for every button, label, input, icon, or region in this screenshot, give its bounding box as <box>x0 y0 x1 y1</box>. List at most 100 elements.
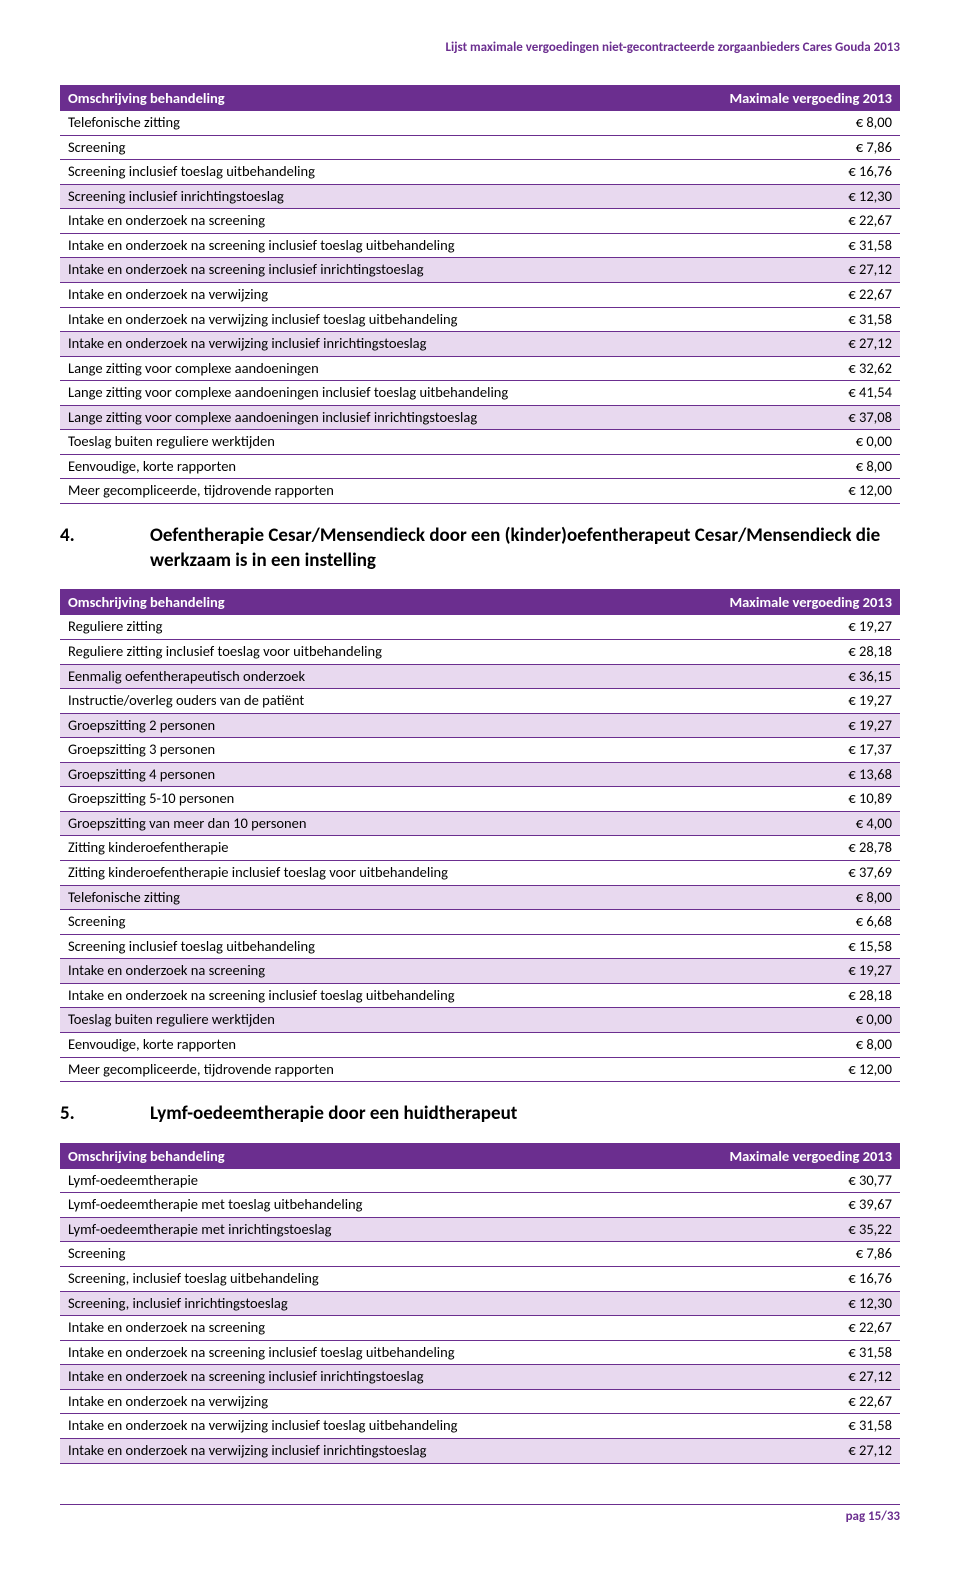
table-row: Meer gecompliceerde, tijdrovende rapport… <box>60 479 900 504</box>
cell-desc: Intake en onderzoek na screening <box>60 959 642 984</box>
cell-desc: Eenmalig oefentherapeutisch onderzoek <box>60 664 642 689</box>
table-row: Groepszitting 2 personen€ 19,27 <box>60 713 900 738</box>
cell-amount: € 30,77 <box>643 1169 900 1193</box>
cell-desc: Intake en onderzoek na screening inclusi… <box>60 1365 643 1390</box>
table-row: Instructie/overleg ouders van de patiënt… <box>60 689 900 714</box>
col-amount: Maximale vergoeding 2013 <box>643 1143 900 1169</box>
cell-desc: Screening <box>60 135 664 160</box>
cell-desc: Lange zitting voor complexe aandoeningen… <box>60 381 664 406</box>
cell-desc: Screening, inclusief toeslag uitbehandel… <box>60 1267 643 1292</box>
col-desc: Omschrijving behandeling <box>60 589 642 615</box>
cell-desc: Screening <box>60 1242 643 1267</box>
cell-amount: € 28,18 <box>642 639 900 664</box>
cell-desc: Lymf-oedeemtherapie met toeslag uitbehan… <box>60 1193 643 1218</box>
cell-amount: € 0,00 <box>642 1008 900 1033</box>
table-row: Telefonische zitting€ 8,00 <box>60 885 900 910</box>
table-row: Intake en onderzoek na verwijzing inclus… <box>60 332 900 357</box>
cell-desc: Screening inclusief toeslag uitbehandeli… <box>60 160 664 185</box>
cell-desc: Intake en onderzoek na verwijzing <box>60 1389 643 1414</box>
cell-amount: € 8,00 <box>664 111 900 135</box>
cell-desc: Screening inclusief toeslag uitbehandeli… <box>60 934 642 959</box>
cell-amount: € 19,27 <box>642 615 900 639</box>
table-row: Lymf-oedeemtherapie€ 30,77 <box>60 1169 900 1193</box>
cell-amount: € 22,67 <box>664 209 900 234</box>
cell-desc: Zitting kinderoefentherapie inclusief to… <box>60 861 642 886</box>
cell-desc: Intake en onderzoek na verwijzing inclus… <box>60 307 664 332</box>
cell-amount: € 7,86 <box>643 1242 900 1267</box>
col-desc: Omschrijving behandeling <box>60 1143 643 1169</box>
table-row: Eenvoudige, korte rapporten€ 8,00 <box>60 454 900 479</box>
cell-amount: € 8,00 <box>642 1032 900 1057</box>
cell-amount: € 0,00 <box>664 430 900 455</box>
cell-desc: Screening <box>60 910 642 935</box>
cell-desc: Telefonische zitting <box>60 111 664 135</box>
cell-amount: € 37,08 <box>664 405 900 430</box>
table-row: Groepszitting 4 personen€ 13,68 <box>60 762 900 787</box>
cell-desc: Intake en onderzoek na screening inclusi… <box>60 258 664 283</box>
table-row: Intake en onderzoek na screening€ 19,27 <box>60 959 900 984</box>
table-row: Eenvoudige, korte rapporten€ 8,00 <box>60 1032 900 1057</box>
section-title: Lymf-oedeemtherapie door een huidtherape… <box>150 1102 517 1127</box>
cell-amount: € 12,00 <box>664 479 900 504</box>
cell-amount: € 39,67 <box>643 1193 900 1218</box>
table-row: Reguliere zitting€ 19,27 <box>60 615 900 639</box>
table-row: Intake en onderzoek na screening€ 22,67 <box>60 1316 900 1341</box>
table-row: Intake en onderzoek na verwijzing inclus… <box>60 1414 900 1439</box>
cell-amount: € 31,58 <box>664 233 900 258</box>
cell-desc: Intake en onderzoek na screening inclusi… <box>60 1340 643 1365</box>
table-2: Omschrijving behandeling Maximale vergoe… <box>60 589 900 1082</box>
table-row: Intake en onderzoek na verwijzing€ 22,67 <box>60 1389 900 1414</box>
table-1: Omschrijving behandeling Maximale vergoe… <box>60 85 900 504</box>
table-row: Lange zitting voor complexe aandoeningen… <box>60 381 900 406</box>
table-row: Intake en onderzoek na screening inclusi… <box>60 983 900 1008</box>
cell-amount: € 12,30 <box>643 1291 900 1316</box>
cell-amount: € 27,12 <box>643 1438 900 1463</box>
cell-amount: € 27,12 <box>664 332 900 357</box>
cell-desc: Meer gecompliceerde, tijdrovende rapport… <box>60 1057 642 1082</box>
cell-desc: Intake en onderzoek na verwijzing inclus… <box>60 332 664 357</box>
table-row: Meer gecompliceerde, tijdrovende rapport… <box>60 1057 900 1082</box>
table-row: Zitting kinderoefentherapie inclusief to… <box>60 861 900 886</box>
table-row: Intake en onderzoek na verwijzing inclus… <box>60 1438 900 1463</box>
table-row: Groepszitting 5-10 personen€ 10,89 <box>60 787 900 812</box>
cell-amount: € 31,58 <box>643 1340 900 1365</box>
col-amount: Maximale vergoeding 2013 <box>664 85 900 111</box>
cell-desc: Intake en onderzoek na screening inclusi… <box>60 983 642 1008</box>
cell-amount: € 10,89 <box>642 787 900 812</box>
cell-amount: € 13,68 <box>642 762 900 787</box>
table-row: Eenmalig oefentherapeutisch onderzoek€ 3… <box>60 664 900 689</box>
table-row: Screening inclusief toeslag uitbehandeli… <box>60 160 900 185</box>
cell-amount: € 32,62 <box>664 356 900 381</box>
cell-desc: Intake en onderzoek na verwijzing inclus… <box>60 1414 643 1439</box>
cell-amount: € 15,58 <box>642 934 900 959</box>
table-row: Screening€ 7,86 <box>60 1242 900 1267</box>
cell-amount: € 37,69 <box>642 861 900 886</box>
cell-desc: Groepszitting 5-10 personen <box>60 787 642 812</box>
table-row: Intake en onderzoek na screening inclusi… <box>60 1365 900 1390</box>
cell-desc: Groepszitting 4 personen <box>60 762 642 787</box>
col-amount: Maximale vergoeding 2013 <box>642 589 900 615</box>
cell-amount: € 12,00 <box>642 1057 900 1082</box>
col-desc: Omschrijving behandeling <box>60 85 664 111</box>
cell-amount: € 8,00 <box>664 454 900 479</box>
table-row: Screening€ 6,68 <box>60 910 900 935</box>
cell-desc: Lymf-oedeemtherapie met inrichtingstoesl… <box>60 1217 643 1242</box>
section-5-heading: 5. Lymf-oedeemtherapie door een huidther… <box>60 1102 900 1127</box>
cell-desc: Intake en onderzoek na verwijzing <box>60 282 664 307</box>
cell-amount: € 22,67 <box>643 1389 900 1414</box>
cell-amount: € 35,22 <box>643 1217 900 1242</box>
table-row: Intake en onderzoek na verwijzing inclus… <box>60 307 900 332</box>
cell-desc: Instructie/overleg ouders van de patiënt <box>60 689 642 714</box>
cell-desc: Eenvoudige, korte rapporten <box>60 454 664 479</box>
table-row: Screening, inclusief inrichtingstoeslag€… <box>60 1291 900 1316</box>
cell-amount: € 7,86 <box>664 135 900 160</box>
cell-amount: € 31,58 <box>664 307 900 332</box>
cell-desc: Reguliere zitting inclusief toeslag voor… <box>60 639 642 664</box>
cell-desc: Telefonische zitting <box>60 885 642 910</box>
cell-amount: € 27,12 <box>664 258 900 283</box>
table-row: Screening, inclusief toeslag uitbehandel… <box>60 1267 900 1292</box>
cell-desc: Intake en onderzoek na screening inclusi… <box>60 233 664 258</box>
section-title: Oefentherapie Cesar/Mensendieck door een… <box>150 524 900 573</box>
cell-desc: Toeslag buiten reguliere werktijden <box>60 1008 642 1033</box>
cell-amount: € 31,58 <box>643 1414 900 1439</box>
